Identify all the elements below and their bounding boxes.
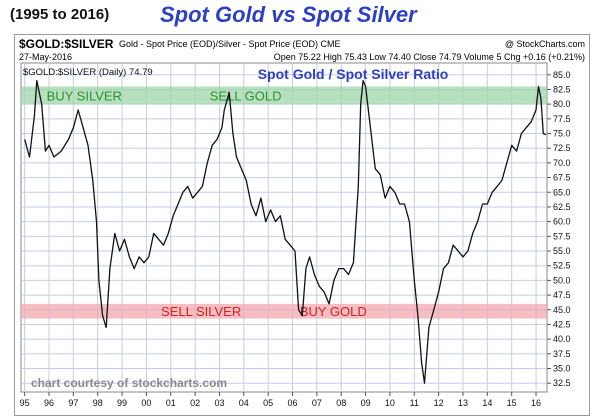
y-tick-label: 42.5	[553, 319, 571, 329]
chart-frame: $GOLD:$SILVER Gold - Spot Price (EOD)/Si…	[14, 34, 590, 416]
date-range-label: (1995 to 2016)	[10, 6, 110, 23]
y-tick-label: 32.5	[553, 378, 571, 388]
x-tick-label: 96	[44, 398, 54, 408]
y-tick-label: 75.0	[553, 129, 571, 139]
x-tick-label: 14	[482, 398, 492, 408]
x-tick-label: 15	[507, 398, 517, 408]
x-tick-label: 99	[117, 398, 127, 408]
x-tick-label: 97	[68, 398, 78, 408]
page-title: Spot Gold vs Spot Silver	[160, 2, 417, 27]
y-tick-label: 35.0	[553, 364, 571, 374]
band-label: BUY SILVER	[47, 88, 122, 103]
symbol-description: Gold - Spot Price (EOD)/Silver - Spot Pr…	[119, 39, 341, 49]
chart-courtesy: chart courtesy of stockcharts.com	[31, 376, 227, 390]
y-tick-label: 55.0	[553, 246, 571, 256]
x-tick-label: 10	[385, 398, 395, 408]
x-tick-label: 95	[20, 398, 30, 408]
y-tick-label: 45.0	[553, 305, 571, 315]
source-label: @ StockCharts.com	[504, 39, 585, 49]
y-tick-label: 57.5	[553, 231, 571, 241]
x-tick-label: 03	[214, 398, 224, 408]
x-tick-label: 05	[263, 398, 273, 408]
y-tick-label: 70.0	[553, 158, 571, 168]
x-tick-label: 02	[190, 398, 200, 408]
x-tick-label: 11	[410, 398, 419, 408]
y-tick-label: 72.5	[553, 143, 571, 153]
chart-text: $GOLD:$SILVER (Daily) 74.79 Spot Gold / …	[23, 66, 448, 390]
series-line	[24, 79, 547, 384]
y-tick-label: 37.5	[553, 349, 571, 359]
band-label: SELL SILVER	[161, 304, 241, 319]
y-tick-label: 62.5	[553, 202, 571, 212]
band-label: SELL GOLD	[210, 88, 282, 103]
x-axis: 95 96 97 98 99 00 01 02 03 04 05 06 07 08 09 10 11 12 13 14…	[20, 392, 541, 408]
y-tick-label: 85.0	[553, 70, 571, 80]
x-tick-label: 12	[434, 398, 444, 408]
plot-area	[20, 62, 548, 393]
signal-band	[21, 86, 547, 105]
y-tick-label: 77.5	[553, 114, 571, 124]
x-tick-label: 07	[312, 398, 322, 408]
ratio-chart: BUY SILVER SELL GOLD SELL SILVER BUY GOLD 3…	[20, 62, 571, 408]
symbol-label: $GOLD:$SILVER	[19, 37, 114, 51]
date-label: 27-May-2016	[19, 52, 73, 62]
ohlc-readout: Open 75.22 High 75.43 Low 74.40 Close 74…	[273, 52, 585, 62]
x-tick-label: 01	[166, 398, 176, 408]
y-tick-label: 40.0	[553, 334, 571, 344]
x-tick-label: 04	[239, 398, 249, 408]
x-tick-label: 09	[361, 398, 371, 408]
x-tick-label: 16	[531, 398, 541, 408]
x-tick-label: 06	[288, 398, 298, 408]
band-label: BUY GOLD	[300, 304, 367, 319]
y-tick-label: 52.5	[553, 261, 571, 271]
signal-band	[21, 303, 547, 319]
x-tick-label: 08	[336, 398, 346, 408]
y-tick-label: 47.5	[553, 290, 571, 300]
y-tick-label: 82.5	[553, 84, 571, 94]
x-tick-label: 98	[93, 398, 103, 408]
x-tick-label: 00	[141, 398, 151, 408]
y-axis: 32.5 35.0 37.5 40.0 42.5 45.0 47.5 50.0 52.5 55.0…	[547, 70, 571, 388]
series-layer	[24, 79, 547, 384]
y-tick-label: 80.0	[553, 99, 571, 109]
x-tick-label: 13	[458, 398, 468, 408]
signal-bands: BUY SILVER SELL GOLD SELL SILVER BUY GOLD	[21, 86, 547, 319]
y-tick-label: 50.0	[553, 275, 571, 285]
chart-title: Spot Gold / Spot Silver Ratio	[258, 66, 449, 82]
y-tick-label: 67.5	[553, 173, 571, 183]
y-tick-label: 65.0	[553, 187, 571, 197]
chart-legend: $GOLD:$SILVER (Daily) 74.79	[23, 67, 153, 78]
y-tick-label: 60.0	[553, 217, 571, 227]
